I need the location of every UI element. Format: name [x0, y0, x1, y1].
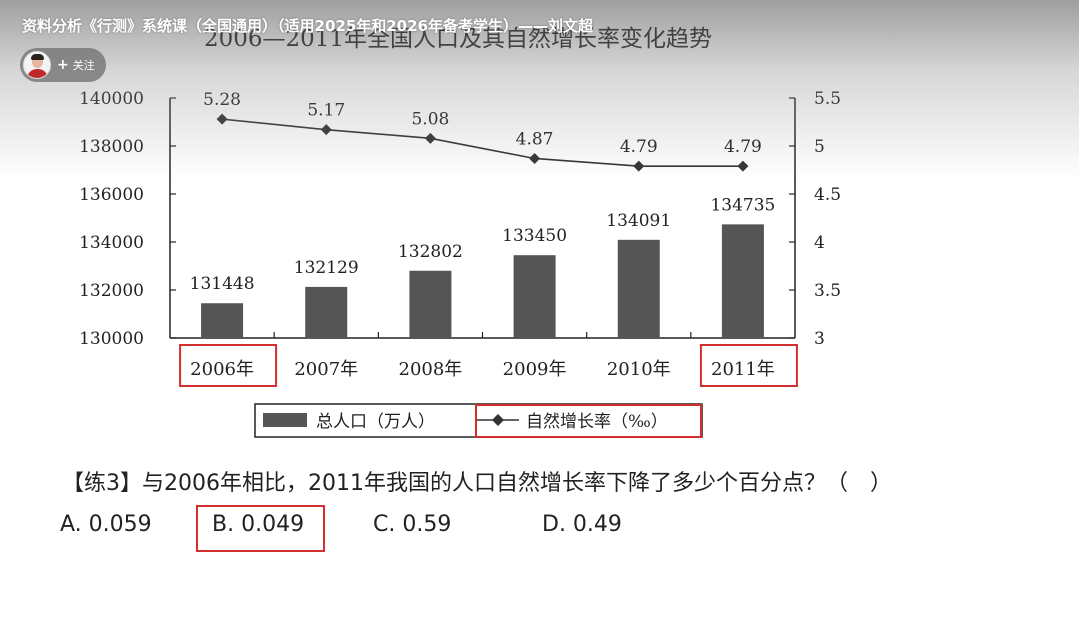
- legend-highlight-box: [475, 404, 702, 438]
- growth-rate-line: [222, 118, 743, 167]
- follow-label: 关注: [72, 59, 95, 72]
- growth-rate-label: 4.79: [724, 137, 762, 157]
- x-category-label: 2009年: [503, 359, 567, 380]
- bar-2010年: [617, 239, 660, 338]
- left-tick-label: 130000: [79, 329, 144, 349]
- author-chip: + 关注: [20, 48, 106, 82]
- category-highlight-box: [699, 344, 798, 387]
- right-tick-label: 4.5: [814, 185, 841, 205]
- growth-rate-point: [424, 132, 436, 144]
- follow-button[interactable]: + 关注: [57, 57, 95, 73]
- left-tick-label: 140000: [79, 89, 144, 109]
- right-tick-label: 5: [814, 137, 825, 157]
- plus-icon: +: [57, 57, 69, 73]
- left-tick-label: 132000: [79, 281, 144, 301]
- right-tick-label: 3: [814, 329, 825, 349]
- category-highlight-box: [179, 344, 278, 387]
- x-category-label: 2008年: [399, 359, 463, 380]
- bar-2006年: [201, 303, 244, 338]
- question-text: 【练3】与2006年相比，2011年我国的人口自然增长率下降了多少个百分点？（ …: [62, 471, 892, 496]
- bar-value-label: 132802: [398, 242, 463, 262]
- growth-rate-label: 5.28: [203, 90, 241, 110]
- growth-rate-label: 5.08: [411, 109, 449, 129]
- bar-value-label: 133450: [502, 226, 567, 246]
- legend-line-marker: [492, 414, 504, 426]
- author-avatar[interactable]: [23, 51, 51, 79]
- bar-2009年: [513, 255, 556, 338]
- x-category-label: 2007年: [294, 359, 358, 380]
- bar-2011年: [721, 224, 764, 338]
- legend-line-label: 自然增长率（‰）: [526, 412, 668, 432]
- left-tick-label: 134000: [79, 233, 144, 253]
- right-tick-label: 4: [814, 233, 825, 253]
- left-tick-label: 138000: [79, 137, 144, 157]
- x-category-label: 2006年: [190, 359, 254, 380]
- growth-rate-point: [529, 152, 541, 164]
- answer-highlight-box: [196, 505, 325, 552]
- right-tick-label: 5.5: [814, 89, 841, 109]
- growth-rate-label: 4.79: [620, 137, 658, 157]
- left-tick-label: 136000: [79, 185, 144, 205]
- growth-rate-point: [320, 124, 332, 136]
- growth-rate-point: [633, 160, 645, 172]
- right-tick-label: 3.5: [814, 281, 841, 301]
- option-c[interactable]: C. 0.59: [373, 512, 452, 537]
- option-b[interactable]: B. 0.049: [212, 512, 305, 537]
- course-title: 资料分析《行测》系统课（全国通用）（适用2025年和2026年备考学生）——刘文…: [22, 17, 593, 35]
- growth-rate-label: 4.87: [516, 129, 554, 149]
- option-d[interactable]: D. 0.49: [542, 512, 622, 537]
- bar-2008年: [409, 270, 452, 338]
- x-category-label: 2011年: [711, 359, 775, 380]
- option-a[interactable]: A. 0.059: [60, 512, 152, 537]
- growth-rate-point: [216, 113, 228, 125]
- legend-bar-swatch: [263, 413, 307, 427]
- bar-value-label: 132129: [294, 258, 359, 278]
- bar-value-label: 131448: [190, 274, 255, 294]
- bar-value-label: 134091: [606, 211, 671, 231]
- growth-rate-label: 5.17: [307, 101, 345, 121]
- legend-bar-label: 总人口（万人）: [316, 412, 435, 432]
- bar-value-label: 134735: [710, 195, 775, 215]
- x-category-label: 2010年: [607, 359, 671, 380]
- bar-2007年: [305, 286, 348, 338]
- growth-rate-point: [737, 160, 749, 172]
